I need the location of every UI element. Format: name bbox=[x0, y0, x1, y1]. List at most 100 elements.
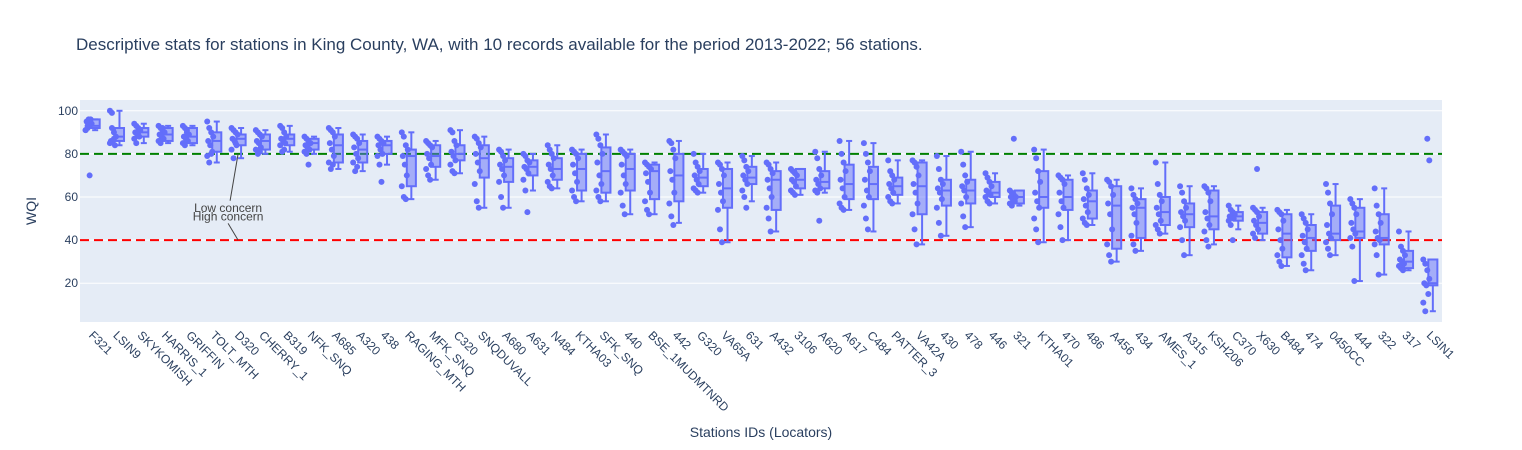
data-point bbox=[1229, 237, 1236, 244]
box-iqr bbox=[1402, 249, 1415, 270]
data-point bbox=[1299, 232, 1306, 239]
data-point bbox=[1032, 189, 1039, 196]
data-point bbox=[1132, 247, 1139, 254]
box-iqr bbox=[1208, 189, 1220, 231]
x-tick-label: 486 bbox=[1083, 328, 1107, 352]
box-A631 bbox=[520, 150, 539, 216]
data-point bbox=[962, 172, 969, 179]
box-SKYKOMISH bbox=[131, 120, 150, 147]
box-iqr bbox=[284, 133, 296, 147]
box-A680 bbox=[496, 146, 515, 211]
data-point bbox=[520, 176, 527, 183]
box-iqr bbox=[576, 152, 588, 192]
box-series bbox=[82, 107, 1439, 315]
box-iqr bbox=[308, 137, 320, 151]
data-point bbox=[1324, 222, 1331, 229]
box-iqr bbox=[405, 148, 417, 188]
box-PATTER_3 bbox=[885, 157, 904, 207]
x-tick-label: 446 bbox=[986, 328, 1010, 352]
data-point bbox=[157, 140, 164, 147]
data-point bbox=[1056, 189, 1063, 196]
box-D320 bbox=[228, 125, 247, 162]
data-point bbox=[1031, 146, 1038, 153]
data-point bbox=[646, 211, 653, 218]
box-iqr bbox=[1062, 178, 1074, 211]
box-KTHA01 bbox=[1031, 146, 1050, 246]
data-point bbox=[812, 148, 819, 155]
x-tick-label: X630 bbox=[1253, 328, 1283, 358]
data-point bbox=[1373, 202, 1380, 209]
box-iqr bbox=[381, 139, 393, 155]
y-tick-label: 60 bbox=[65, 190, 79, 204]
data-point bbox=[837, 176, 844, 183]
data-point bbox=[1105, 200, 1112, 207]
data-point bbox=[864, 226, 871, 233]
data-point bbox=[496, 178, 503, 185]
data-point bbox=[889, 200, 896, 207]
data-point bbox=[666, 200, 673, 207]
data-point bbox=[933, 204, 940, 211]
data-point bbox=[913, 241, 920, 248]
box-C370 bbox=[1225, 202, 1244, 244]
data-point bbox=[1079, 170, 1086, 177]
data-point bbox=[1422, 308, 1429, 315]
data-point bbox=[1254, 165, 1261, 172]
box-F321 bbox=[82, 116, 101, 179]
data-point bbox=[569, 187, 576, 194]
data-point bbox=[1372, 228, 1379, 235]
data-point bbox=[668, 213, 675, 220]
data-point bbox=[861, 176, 868, 183]
data-point bbox=[500, 204, 507, 211]
data-point bbox=[1395, 228, 1402, 235]
data-point bbox=[619, 202, 626, 209]
data-point bbox=[451, 170, 458, 177]
data-point bbox=[133, 140, 140, 147]
data-point bbox=[1424, 135, 1431, 142]
data-point bbox=[670, 222, 677, 229]
data-point bbox=[447, 161, 454, 168]
data-point bbox=[402, 196, 409, 203]
box-iqr bbox=[1281, 213, 1293, 259]
data-point bbox=[106, 140, 113, 147]
data-point bbox=[1083, 222, 1090, 229]
data-point bbox=[181, 142, 188, 149]
x-axis-title: Stations IDs (Locators) bbox=[690, 424, 832, 440]
data-point bbox=[206, 159, 213, 166]
x-tick-label: 322 bbox=[1375, 328, 1399, 352]
data-point bbox=[1203, 237, 1210, 244]
data-point bbox=[694, 189, 701, 196]
box-A456 bbox=[1104, 176, 1123, 265]
box-322 bbox=[1371, 185, 1390, 278]
data-point bbox=[1425, 290, 1432, 297]
data-point bbox=[1057, 224, 1064, 231]
box-RAGING_MTH bbox=[398, 129, 417, 203]
data-point bbox=[816, 217, 823, 224]
data-point bbox=[670, 146, 677, 153]
box-iqr bbox=[1111, 185, 1123, 250]
data-point bbox=[718, 239, 725, 246]
box-iqr bbox=[1378, 213, 1390, 246]
box-iqr bbox=[1354, 206, 1366, 239]
data-point bbox=[1177, 224, 1184, 231]
data-point bbox=[767, 228, 774, 235]
box-iqr bbox=[89, 118, 101, 130]
data-point bbox=[716, 226, 723, 233]
data-point bbox=[643, 170, 650, 177]
x-tick-label: A320 bbox=[354, 328, 384, 358]
data-point bbox=[471, 181, 478, 188]
data-point bbox=[86, 172, 93, 179]
data-point bbox=[1375, 271, 1382, 278]
data-point bbox=[1325, 245, 1332, 252]
data-point bbox=[1275, 226, 1282, 233]
data-point bbox=[862, 150, 869, 157]
data-point bbox=[1227, 222, 1234, 229]
data-point bbox=[1154, 181, 1161, 188]
box-X630 bbox=[1250, 165, 1269, 242]
data-point bbox=[986, 200, 993, 207]
data-point bbox=[1300, 260, 1307, 267]
data-point bbox=[1202, 209, 1209, 216]
data-point bbox=[860, 202, 867, 209]
box-iqr bbox=[1427, 258, 1439, 287]
data-point bbox=[1177, 183, 1184, 190]
data-point bbox=[909, 211, 916, 218]
